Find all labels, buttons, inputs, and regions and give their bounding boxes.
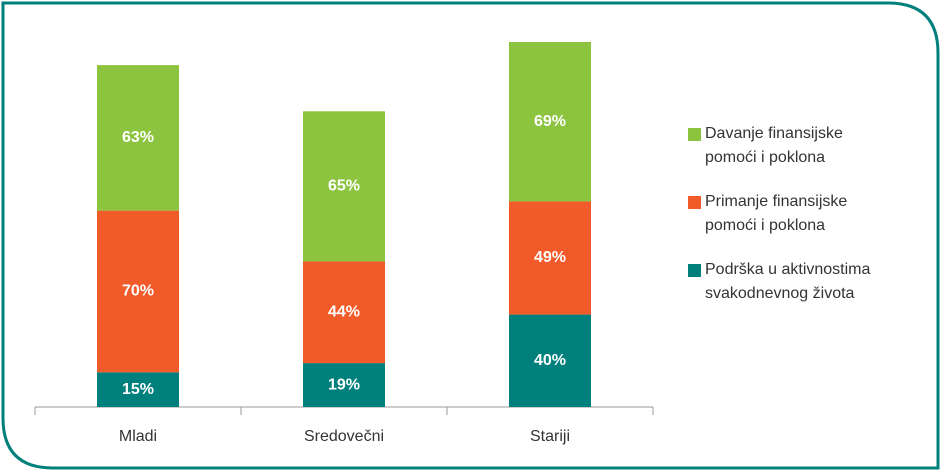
data-label: 40% (534, 352, 566, 369)
x-tick-label: Sredovečni (304, 428, 384, 445)
bar-segment (303, 261, 385, 364)
legend-label: Podrška u aktivnostima svakodnevnog živo… (705, 261, 871, 302)
data-label: 19% (328, 376, 360, 393)
data-label: 44% (328, 304, 360, 321)
x-tick-label: Mladi (119, 428, 157, 445)
bar-segment (97, 372, 179, 407)
bar-segment (509, 201, 591, 315)
legend-swatch (688, 264, 701, 277)
data-label: 49% (534, 249, 566, 266)
legend-item: Podrška u aktivnostima svakodnevnog živo… (688, 258, 903, 306)
legend-item: Davanje finansijske pomoći i poklona (688, 122, 903, 170)
bar-segment (509, 42, 591, 202)
data-label: 70% (122, 283, 154, 300)
data-label: 15% (122, 381, 154, 398)
bar-segment (303, 111, 385, 262)
legend-swatch (688, 128, 701, 141)
legend-item: Primanje finansijske pomoći i poklona (688, 190, 903, 238)
bar-segment (509, 314, 591, 407)
legend-swatch (688, 196, 701, 209)
bar-segment (97, 210, 179, 373)
data-label: 65% (328, 178, 360, 195)
legend-label: Davanje finansijske pomoći i poklona (705, 125, 843, 166)
data-label: 69% (534, 113, 566, 130)
legend-label: Primanje finansijske pomoći i poklona (705, 193, 848, 234)
bar-segment (303, 363, 385, 407)
x-tick-label: Stariji (530, 428, 570, 445)
data-label: 63% (122, 129, 154, 146)
bar-segment (97, 65, 179, 211)
